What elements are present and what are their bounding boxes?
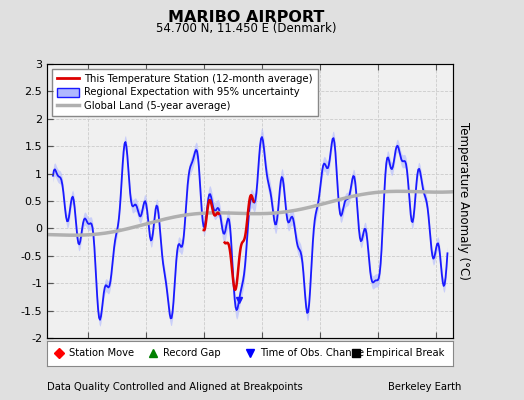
- Text: Time of Obs. Change: Time of Obs. Change: [260, 348, 365, 358]
- Text: Station Move: Station Move: [70, 348, 135, 358]
- Text: Empirical Break: Empirical Break: [366, 348, 444, 358]
- Y-axis label: Temperature Anomaly (°C): Temperature Anomaly (°C): [457, 122, 470, 280]
- Text: 54.700 N, 11.450 E (Denmark): 54.700 N, 11.450 E (Denmark): [156, 22, 336, 35]
- Text: Data Quality Controlled and Aligned at Breakpoints: Data Quality Controlled and Aligned at B…: [47, 382, 303, 392]
- Text: Record Gap: Record Gap: [163, 348, 221, 358]
- Legend: This Temperature Station (12-month average), Regional Expectation with 95% uncer: This Temperature Station (12-month avera…: [52, 69, 318, 116]
- Text: Berkeley Earth: Berkeley Earth: [388, 382, 461, 392]
- Text: MARIBO AIRPORT: MARIBO AIRPORT: [168, 10, 324, 25]
